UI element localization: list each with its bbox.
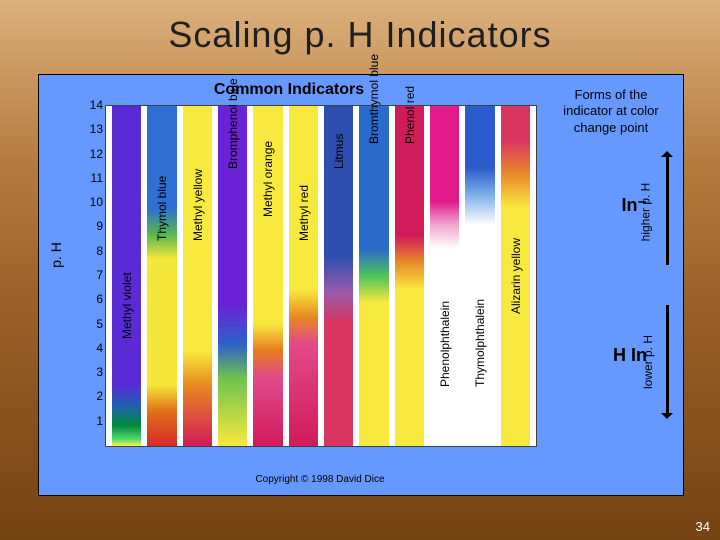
indicator-label: Bromphenol blue <box>226 78 240 169</box>
indicator-label: Methyl orange <box>261 141 275 217</box>
indicator-bar <box>183 106 212 446</box>
indicator-label: Litmus <box>332 133 346 168</box>
chart-title: Common Indicators <box>39 81 539 99</box>
indicator-label: Methyl red <box>297 185 311 241</box>
indicator-bar <box>465 106 494 446</box>
page-number: 34 <box>696 519 710 534</box>
indicator-bar <box>430 106 459 446</box>
forms-caption: Forms of the indicator at color change p… <box>551 87 671 136</box>
indicator-bar <box>147 106 176 446</box>
y-tick: 11 <box>79 171 103 185</box>
page-title: Scaling p. H Indicators <box>0 0 720 62</box>
higher-ph-label: higher p. H <box>639 183 653 242</box>
y-tick: 12 <box>79 147 103 161</box>
y-tick: 5 <box>79 317 103 331</box>
indicator-label: Phenol red <box>403 86 417 144</box>
y-tick: 6 <box>79 292 103 306</box>
indicator-label: Bromthymol blue <box>367 54 381 144</box>
indicator-label: Thymolphthalein <box>473 299 487 387</box>
arrow-lower-ph: lower p. H <box>666 305 669 415</box>
y-tick: 3 <box>79 365 103 379</box>
indicator-label: Alizarin yellow <box>509 238 523 314</box>
y-tick: 10 <box>79 195 103 209</box>
y-tick: 13 <box>79 122 103 136</box>
lower-ph-label: lower p. H <box>641 335 655 389</box>
indicator-label: Methyl violet <box>120 272 134 339</box>
y-tick: 8 <box>79 244 103 258</box>
arrow-higher-ph: higher p. H <box>666 155 669 265</box>
y-tick: 4 <box>79 341 103 355</box>
indicator-bar <box>359 106 388 446</box>
indicator-label: Methyl yellow <box>191 169 205 241</box>
y-tick: 1 <box>79 414 103 428</box>
copyright-text: Copyright © 1998 David Dice <box>105 474 535 485</box>
indicator-bar <box>395 106 424 446</box>
indicator-bar <box>289 106 318 446</box>
indicator-label: Phenolphthalein <box>438 301 452 387</box>
y-axis-label: p. H <box>48 242 64 268</box>
y-tick: 9 <box>79 219 103 233</box>
plot-area: Methyl violetThymol blueMethyl yellowBro… <box>105 105 537 447</box>
y-tick: 2 <box>79 389 103 403</box>
y-tick: 14 <box>79 98 103 112</box>
y-tick: 7 <box>79 268 103 282</box>
chart-panel: Common Indicators p. H Methyl violet Thym… <box>38 74 684 496</box>
indicator-label: Thymol blue <box>155 176 169 241</box>
